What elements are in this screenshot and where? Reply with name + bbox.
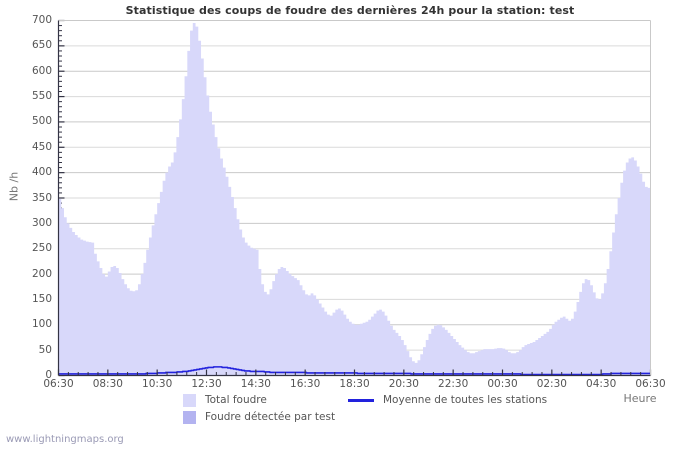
x-tick-label: 10:30 (142, 378, 173, 390)
x-tick-label: 02:30 (536, 378, 567, 390)
x-tick-label: 06:30 (43, 378, 74, 390)
axis-frame (57, 20, 651, 377)
y-tick-label: 500 (31, 115, 52, 128)
y-tick-label: 550 (31, 90, 52, 103)
legend-swatch-marker (183, 393, 196, 407)
legend-label: Moyenne de toutes les stations (383, 394, 548, 406)
chart-title: Statistique des coups de foudre des dern… (125, 4, 575, 17)
legend-item[interactable]: Moyenne de toutes les stations (348, 392, 547, 408)
x-tick-label: 20:30 (388, 378, 419, 390)
legend-item[interactable]: Total foudre (183, 392, 267, 408)
y-tick-label: 0 (45, 369, 52, 381)
x-tick-label: 22:30 (438, 378, 469, 390)
legend-item[interactable]: Foudre détectée par test (183, 409, 335, 425)
legend-label: Foudre détectée par test (205, 411, 336, 423)
y-tick-label: 600 (31, 64, 52, 77)
legend-line-marker (348, 398, 374, 402)
x-tick-label: 04:30 (586, 378, 617, 390)
footer-watermark: www.lightningmaps.org (6, 434, 124, 445)
legend-label: Total foudre (205, 394, 267, 406)
y-tick-label: 200 (31, 267, 52, 280)
x-tick-label: 12:30 (191, 378, 222, 390)
y-tick-label: 350 (31, 191, 52, 204)
x-tick-label: 14:30 (240, 378, 271, 390)
y-tick-label: 300 (31, 216, 52, 229)
x-tick-label: 08:30 (92, 378, 123, 390)
x-tick-label: 16:30 (290, 378, 321, 390)
legend-swatch-marker (183, 410, 196, 424)
y-tick-label: 650 (31, 39, 52, 52)
y-tick-label: 50 (38, 343, 52, 356)
y-tick-label: 450 (31, 140, 52, 153)
y-tick-label: 250 (31, 242, 52, 255)
x-axis-label: Heure (623, 392, 657, 405)
y-tick-label: 150 (31, 292, 52, 305)
series-layer (58, 23, 651, 376)
x-tick-label: 18:30 (339, 378, 370, 390)
y-tick-label: 400 (31, 166, 52, 179)
y-tick-label: 700 (31, 14, 52, 26)
x-tick-label: 00:30 (487, 378, 518, 390)
x-tick-label: 06:30 (635, 378, 666, 390)
y-tick-label: 100 (31, 318, 52, 331)
chart-legend: Total foudre Moyenne de toutes les statio… (0, 392, 700, 428)
